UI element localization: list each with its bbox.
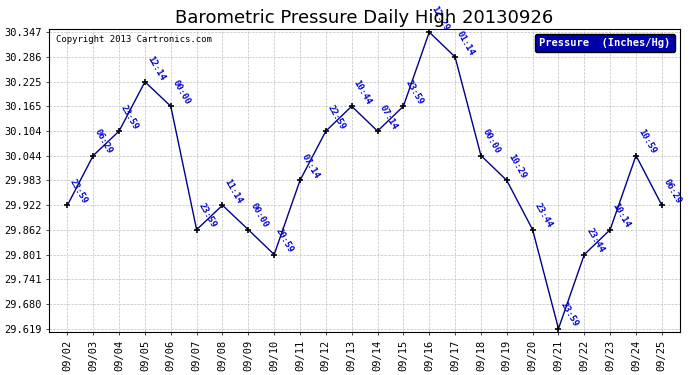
Text: 23:59: 23:59 (119, 104, 140, 131)
Text: 07:14: 07:14 (300, 153, 322, 180)
Text: 06:29: 06:29 (93, 128, 115, 156)
Title: Barometric Pressure Daily High 20130926: Barometric Pressure Daily High 20130926 (175, 9, 554, 27)
Legend: Pressure  (Inches/Hg): Pressure (Inches/Hg) (535, 34, 675, 53)
Text: 12:29: 12:29 (429, 4, 451, 32)
Text: 10:14: 10:14 (610, 202, 631, 229)
Text: 06:29: 06:29 (662, 177, 683, 205)
Text: 23:59: 23:59 (404, 78, 424, 106)
Text: 22:59: 22:59 (326, 104, 347, 131)
Text: 23:44: 23:44 (584, 227, 606, 255)
Text: 23:59: 23:59 (197, 202, 218, 229)
Text: 00:00: 00:00 (481, 128, 502, 156)
Text: Copyright 2013 Cartronics.com: Copyright 2013 Cartronics.com (56, 35, 212, 44)
Text: 23:59: 23:59 (558, 301, 580, 328)
Text: 23:59: 23:59 (68, 177, 88, 205)
Text: 07:14: 07:14 (377, 104, 399, 131)
Text: 20:59: 20:59 (274, 227, 295, 255)
Text: 23:44: 23:44 (533, 202, 554, 229)
Text: 10:59: 10:59 (636, 128, 658, 156)
Text: 12:14: 12:14 (145, 54, 166, 82)
Text: 11:14: 11:14 (222, 177, 244, 205)
Text: 00:00: 00:00 (248, 202, 270, 229)
Text: 10:29: 10:29 (506, 153, 528, 180)
Text: 01:14: 01:14 (455, 29, 476, 57)
Text: 10:44: 10:44 (352, 78, 373, 106)
Text: 00:00: 00:00 (171, 78, 192, 106)
